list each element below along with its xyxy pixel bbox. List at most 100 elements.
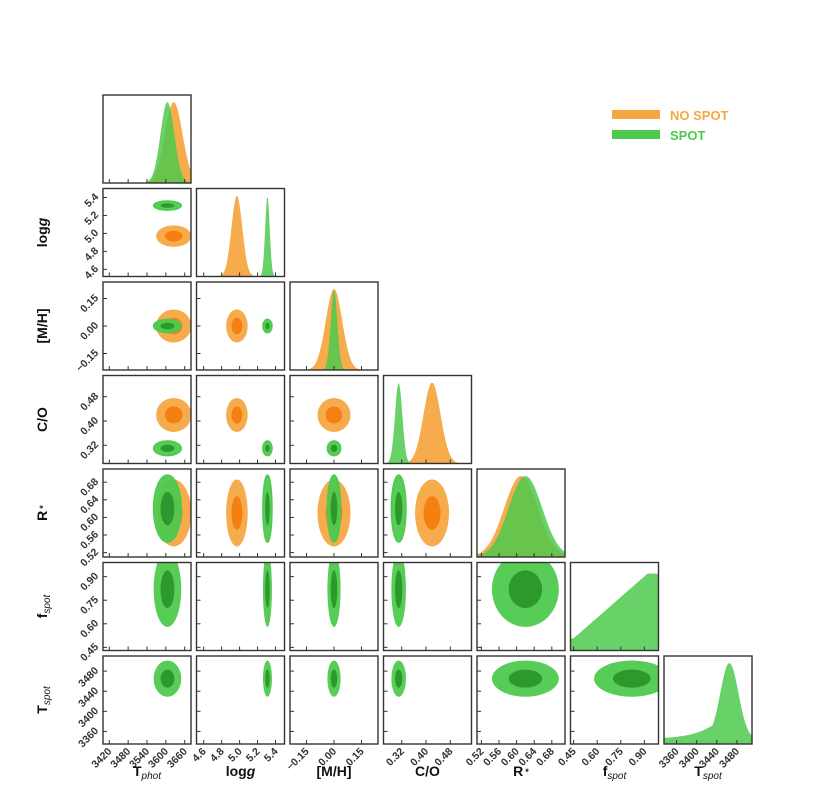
panel-content <box>226 474 273 547</box>
y-tick-label-tspot: 3400 <box>76 705 101 730</box>
y-tick-label-co: 0.32 <box>78 439 101 462</box>
panel-fspot-mh <box>289 561 379 652</box>
panel-content <box>477 476 565 557</box>
axis-label-main: log <box>34 226 50 247</box>
hist-fspot-spot <box>570 573 659 651</box>
hist-logg-spot <box>196 197 285 277</box>
panel-frame <box>195 187 286 278</box>
hist-co-no-spot <box>383 382 472 464</box>
panel-content <box>317 474 351 547</box>
panel-frame <box>195 374 286 465</box>
contour-inner-co-mh-no-spot <box>325 406 343 424</box>
hist-tspot-spot <box>664 663 752 744</box>
y-tick-label-rstar: 0.60 <box>78 511 101 534</box>
y-tick-label-tspot: 3440 <box>76 685 101 710</box>
x-tick-label-logg: 4.6 <box>190 746 209 765</box>
panel-co-logg <box>195 374 286 465</box>
panel-content <box>664 663 752 744</box>
contour-outline-co-tphot <box>152 440 183 457</box>
panel-frame <box>195 561 286 652</box>
panel-tspot-logg <box>195 655 286 745</box>
panel-frame <box>195 655 286 745</box>
panel-content <box>491 562 559 627</box>
panel-content <box>594 660 659 697</box>
contour-inner-rstar-tphot-spot <box>160 491 175 526</box>
y-axis-label-mh: [M/H] <box>34 309 50 344</box>
contour-inner-tspot-mh-spot <box>330 669 338 688</box>
contour-inner-tspot-tphot-spot <box>160 669 175 688</box>
x-axis-label-tphot: Tphot <box>133 763 162 782</box>
panel-fspot-rstar <box>476 561 566 652</box>
panel-mh-tphot <box>102 281 192 371</box>
y-tick-label-co: 0.40 <box>78 415 101 438</box>
legend-swatch-no-spot <box>612 110 660 119</box>
axis-label-sub: spot <box>42 685 53 705</box>
contour-inner-tspot-co-spot <box>395 669 403 688</box>
contour-inner-co-tphot-spot <box>160 444 175 452</box>
panel-frame <box>382 561 473 652</box>
contour-inner-rstar-logg-spot <box>265 491 270 526</box>
contour-inner-logg-tphot-spot <box>160 203 175 208</box>
y-axis-label-rstar: R* <box>34 505 50 521</box>
y-tick-label-fspot: 0.75 <box>78 594 101 617</box>
panel-frame <box>569 655 660 745</box>
y-tick-label-rstar: 0.68 <box>78 476 101 499</box>
panel-content <box>153 562 182 627</box>
legend-label-spot: SPOT <box>670 128 705 143</box>
contour-outline-mh-logg <box>262 318 273 334</box>
x-tick-label-fspot: 0.90 <box>627 746 650 769</box>
panel-frame <box>476 561 566 652</box>
panel-fspot-fspot <box>569 561 660 652</box>
contour-inner-mh-logg-no-spot <box>231 317 243 335</box>
panel-content <box>317 397 351 457</box>
panel-tspot-rstar <box>476 655 566 745</box>
panel-content <box>391 562 406 627</box>
contour-inner-rstar-co-no-spot <box>423 496 441 530</box>
axis-label-main: [M/H] <box>34 309 50 344</box>
contour-outline-rstar-co <box>390 474 407 543</box>
contour-inner-rstar-mh-spot <box>330 491 338 526</box>
x-tick-label-logg: 5.2 <box>244 746 263 765</box>
panel-content <box>153 660 182 697</box>
contour-inner-fspot-co-spot <box>395 570 403 609</box>
y-tick-label-rstar: 0.52 <box>78 546 101 569</box>
contour-outline-rstar-mh <box>326 474 342 543</box>
y-tick-label-fspot: 0.60 <box>78 617 101 640</box>
panel-content <box>152 200 191 247</box>
panel-content <box>262 562 272 627</box>
panel-tphot-tphot <box>102 94 192 184</box>
contour-outline-logg-tphot <box>152 200 183 211</box>
panel-content <box>290 289 378 370</box>
panel-tspot-tphot <box>102 655 192 745</box>
x-tick-label-mh: −0.15 <box>284 746 311 773</box>
axis-label-main: C/O <box>34 407 50 432</box>
panel-logg-logg <box>195 187 286 278</box>
axis-label-main: R <box>34 511 50 521</box>
y-tick-label-logg: 4.6 <box>82 263 101 282</box>
panel-content <box>327 660 341 697</box>
panel-frame <box>476 468 566 558</box>
x-axis-label-co: C/O <box>415 763 440 779</box>
axis-label-main: C/O <box>415 763 440 779</box>
axis-label-sub: spot <box>42 593 53 613</box>
y-tick-label-logg: 5.4 <box>82 191 101 210</box>
panel-frame <box>382 655 473 745</box>
panel-co-tphot <box>102 374 192 465</box>
x-tick-label-logg: 5.4 <box>262 746 281 765</box>
axis-label-main: T <box>34 705 50 714</box>
x-tick-label-tphot: 3480 <box>108 746 133 771</box>
panel-frame <box>569 561 660 652</box>
y-axis-label-tspot: Tspot <box>34 685 53 714</box>
panel-mh-mh <box>289 281 379 371</box>
contour-outline-mh-tphot <box>152 318 183 334</box>
x-axis-label-fspot: fspot <box>603 763 628 782</box>
contour-inner-logg-tphot-no-spot <box>164 230 183 242</box>
y-tick-label-mh: 0.00 <box>78 320 101 343</box>
axis-label-main: f <box>603 763 608 779</box>
axis-label-main: [M/H] <box>317 763 352 779</box>
y-tick-label-logg: 4.8 <box>82 245 101 264</box>
y-axis-label-co: C/O <box>34 407 50 432</box>
x-tick-label-rstar: 0.68 <box>534 746 557 769</box>
hist-mh-spot <box>290 289 378 370</box>
x-tick-label-tphot: 3600 <box>146 746 171 771</box>
